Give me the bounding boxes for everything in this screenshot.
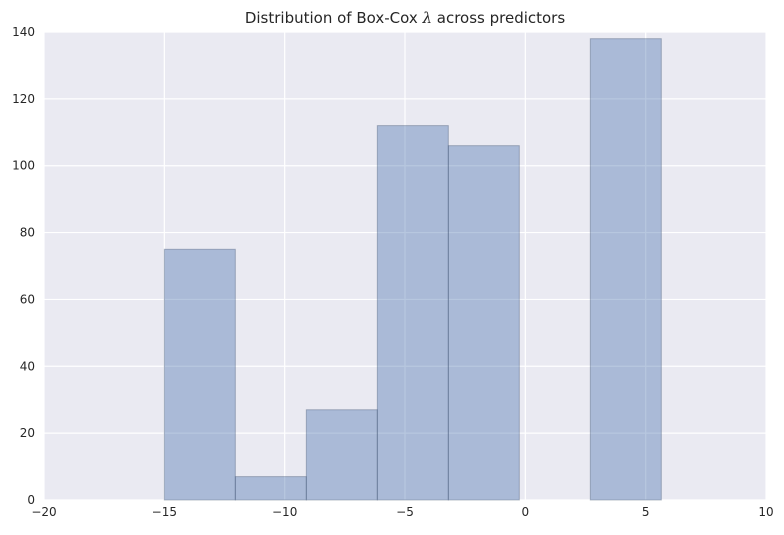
x-axis-ticks: −20 −15 −10 −5 0 5 10: [31, 505, 773, 519]
y-tick-label-7: 140: [12, 25, 35, 39]
chart-title: Distribution of Box-Cox λ across predict…: [44, 9, 766, 27]
y-tick-label-2: 40: [20, 359, 35, 373]
x-tick-label-0: −20: [31, 505, 56, 519]
y-tick-label-1: 20: [20, 426, 35, 440]
y-tick-label-3: 60: [20, 292, 35, 306]
x-tick-label-1: −15: [152, 505, 177, 519]
bars: [163, 38, 662, 501]
x-tick-label-5: 5: [642, 505, 650, 519]
y-tick-label-4: 80: [20, 226, 35, 240]
histogram-bar-4: [447, 145, 520, 501]
y-axis-ticks: 0 20 40 60 80 100 120 140: [12, 25, 35, 507]
chart-title-suffix: across predictors: [431, 9, 566, 27]
chart-title-lambda: λ: [422, 9, 432, 27]
x-tick-label-2: −10: [272, 505, 297, 519]
x-tick-label-6: 10: [758, 505, 773, 519]
y-tick-label-0: 0: [27, 493, 35, 507]
x-tick-label-4: 0: [522, 505, 530, 519]
y-tick-label-6: 120: [12, 92, 35, 106]
x-tick-label-3: −5: [396, 505, 414, 519]
grid-lines: [43, 31, 767, 501]
histogram-bar-2: [305, 409, 378, 501]
histogram-bar-0: [163, 248, 236, 501]
histogram-bar-6: [589, 38, 662, 501]
chart-title-prefix: Distribution of Box-Cox: [244, 9, 423, 27]
histogram-bar-1: [234, 476, 307, 501]
y-tick-label-5: 100: [12, 159, 35, 173]
histogram-bar-3: [376, 125, 449, 501]
